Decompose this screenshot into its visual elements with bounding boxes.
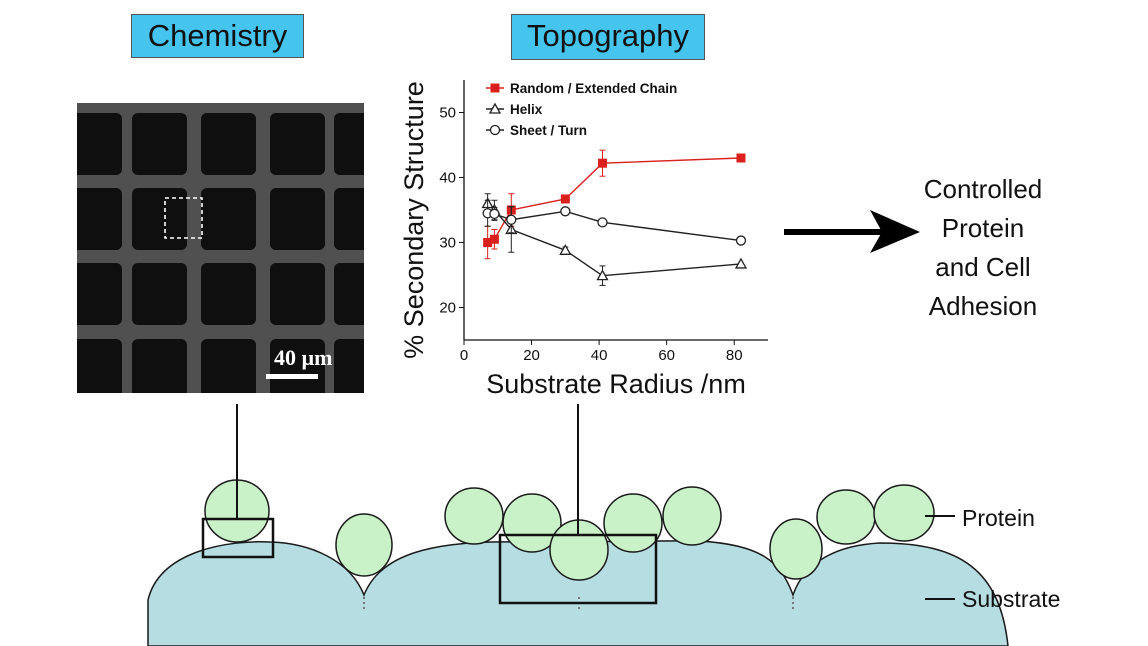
grid-cell <box>77 188 122 250</box>
x-tick-label: 0 <box>460 347 468 364</box>
data-point <box>483 238 493 247</box>
selection-box <box>164 197 203 239</box>
grid-cell <box>334 113 364 175</box>
chart-series <box>481 149 748 286</box>
series-line <box>487 202 742 277</box>
grid-cell <box>270 339 325 393</box>
outcome-line: Controlled <box>923 174 1043 204</box>
y-tick-label: 20 <box>439 300 456 317</box>
series-square <box>483 149 746 260</box>
legend-item: Sheet / Turn <box>486 123 587 138</box>
y-axis-label: % Secondary Structure <box>399 81 429 359</box>
legend-marker <box>488 102 502 114</box>
series-circle <box>482 199 747 246</box>
grid-cells <box>77 113 364 393</box>
protein-circle <box>873 484 935 542</box>
grid-cell <box>77 113 122 175</box>
chart-legend: Random / Extended Chain Helix Sheet / Turn <box>486 81 677 138</box>
data-point <box>506 214 517 225</box>
x-tick-label: 20 <box>523 347 540 364</box>
grid-micrograph: 40 µm <box>77 103 364 393</box>
topography-label: Topography <box>511 14 705 60</box>
grid-cell <box>201 113 256 175</box>
grid-cell <box>132 339 187 393</box>
protein-circle <box>335 513 393 577</box>
right-arrow-icon <box>784 210 920 253</box>
grid-cell <box>270 113 325 175</box>
x-tick-label: 60 <box>658 347 675 364</box>
scale-bar-label: 40 µm <box>274 345 333 370</box>
substrate-label: Substrate <box>962 586 1061 612</box>
topography-zoom-box <box>498 533 658 605</box>
outcome-line: and Cell <box>935 252 1031 282</box>
grid-cell <box>77 263 122 325</box>
protein-circle <box>444 487 504 545</box>
grid-cell <box>334 339 364 393</box>
secondary-structure-chart: 20 30 40 50 0 20 40 60 80 Random / Extended Chai… <box>399 80 768 399</box>
grid-cell <box>270 188 325 250</box>
x-tick-label: 80 <box>726 347 743 364</box>
protein-label: Protein <box>962 505 1035 531</box>
data-point <box>597 158 607 168</box>
data-point <box>489 208 500 220</box>
protein-circle <box>769 518 823 580</box>
series-line <box>487 157 742 244</box>
grid-cell <box>132 113 187 175</box>
series-line <box>487 210 742 242</box>
data-point <box>559 243 572 255</box>
y-tick-label: 50 <box>439 105 456 122</box>
data-point <box>734 257 748 269</box>
legend-label: Random / Extended Chain <box>510 81 677 96</box>
data-point <box>735 235 747 246</box>
grid-cell <box>201 339 256 393</box>
data-point <box>560 194 570 204</box>
outcome-text: Controlled Protein and Cell Adhesion <box>888 170 1078 326</box>
data-point <box>736 153 746 163</box>
legend-label: Sheet / Turn <box>510 123 587 138</box>
grid-cell <box>132 188 187 250</box>
chemistry-zoom-box <box>201 517 275 559</box>
y-tick-label: 30 <box>439 235 456 252</box>
grid-cell <box>132 263 187 325</box>
grid-cell <box>334 263 364 325</box>
data-point <box>560 206 571 217</box>
substrate-protein-schematic <box>147 404 1009 646</box>
chemistry-label: Chemistry <box>131 14 304 58</box>
grid-cell <box>201 263 256 325</box>
protein-circle <box>502 493 562 553</box>
data-point <box>596 269 609 281</box>
grid-cell <box>334 188 364 250</box>
data-point <box>489 234 499 244</box>
x-axis-label: Substrate Radius /nm <box>486 369 746 399</box>
x-tick-label: 40 <box>591 347 608 364</box>
grid-cell <box>270 263 325 325</box>
scale-bar <box>266 374 318 379</box>
grid-cell <box>201 188 256 250</box>
data-point <box>597 217 608 228</box>
outcome-line: Adhesion <box>928 291 1038 321</box>
legend-item: Random / Extended Chain <box>486 81 677 96</box>
legend-marker <box>489 124 501 136</box>
outcome-line: Protein <box>941 213 1025 243</box>
y-tick-label: 40 <box>439 170 456 187</box>
chart-axes: 20 30 40 50 0 20 40 60 80 <box>439 80 768 364</box>
legend-marker <box>490 83 500 93</box>
legend-item: Helix <box>486 102 543 117</box>
grid-cell <box>77 339 122 393</box>
protein-circle <box>816 489 876 545</box>
protein-circle <box>603 493 663 553</box>
legend-label: Helix <box>510 102 543 117</box>
protein-circle <box>662 486 722 546</box>
